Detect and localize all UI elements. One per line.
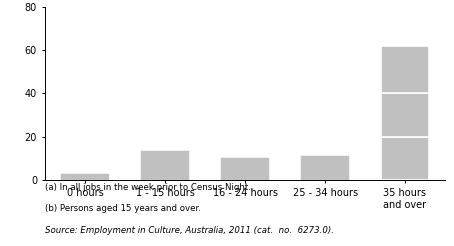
Bar [301, 156, 349, 180]
Bar [221, 158, 269, 180]
Bar [381, 93, 429, 137]
Bar [381, 137, 429, 180]
Text: Source: Employment in Culture, Australia, 2011 (cat.  no.  6273.0).: Source: Employment in Culture, Australia… [45, 226, 335, 235]
Bar [61, 174, 109, 180]
Text: (a) In all jobs in the week prior to Census Night..: (a) In all jobs in the week prior to Cen… [45, 183, 254, 192]
Bar [381, 46, 429, 93]
Text: %: % [5, 0, 15, 2]
Bar [141, 151, 189, 180]
Text: (b) Persons aged 15 years and over.: (b) Persons aged 15 years and over. [45, 204, 201, 213]
